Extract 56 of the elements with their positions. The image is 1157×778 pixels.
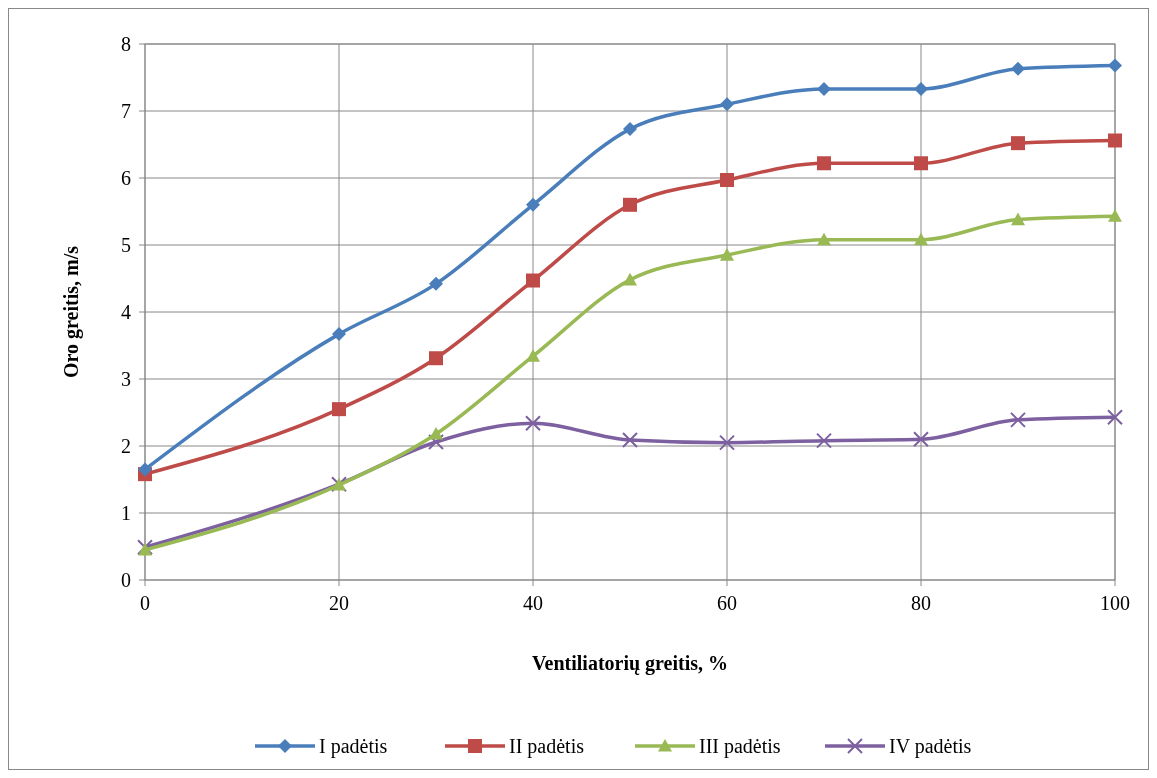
y-tick-label: 7 [121,100,131,122]
legend-label: I padėtis [319,735,388,758]
legend-label: II padėtis [509,735,585,758]
x-tick-label: 80 [911,592,931,614]
point [429,276,443,291]
point [526,349,540,362]
y-tick-label: 1 [121,502,131,524]
point [720,248,734,261]
point [138,462,152,477]
y-axis-title: Oro greitis, m/s [60,245,83,379]
point [1011,136,1025,151]
point [914,81,928,96]
x-tick-label: 100 [1100,592,1130,614]
y-tick-label: 4 [121,301,131,323]
point [526,197,540,212]
point [429,351,443,366]
point [913,431,929,448]
point [817,232,831,246]
point [720,97,734,112]
x-axis-title: Ventiliatorių greitis, % [531,652,729,675]
point [332,327,346,342]
x-tick-label: 20 [329,592,349,614]
point [1010,411,1026,428]
point [623,197,637,212]
point [1011,61,1025,76]
point [623,122,637,137]
point [817,81,831,96]
legend-label: IV padėtis [889,735,972,758]
point [1011,212,1025,226]
y-tick-label: 6 [121,167,131,189]
point [914,232,928,246]
y-tick-label: 0 [121,569,131,591]
y-tick-label: 5 [121,234,131,256]
point [720,173,734,188]
legend-label: III padėtis [699,735,781,758]
point [428,433,444,450]
point [817,156,831,171]
x-tick-label: 0 [140,592,150,614]
point [525,415,541,432]
point [1108,133,1122,148]
point [1107,409,1123,426]
point [914,156,928,171]
point [816,432,832,449]
point [1108,58,1122,73]
point [719,434,735,451]
point [332,402,346,417]
point [622,431,638,448]
y-tick-label: 8 [121,33,131,55]
point [1108,209,1122,222]
y-tick-label: 2 [121,435,131,457]
x-tick-label: 40 [523,592,543,614]
y-tick-label: 3 [121,368,131,390]
point [429,426,443,440]
point [526,273,540,288]
x-tick-label: 60 [717,592,737,614]
point [623,272,637,286]
